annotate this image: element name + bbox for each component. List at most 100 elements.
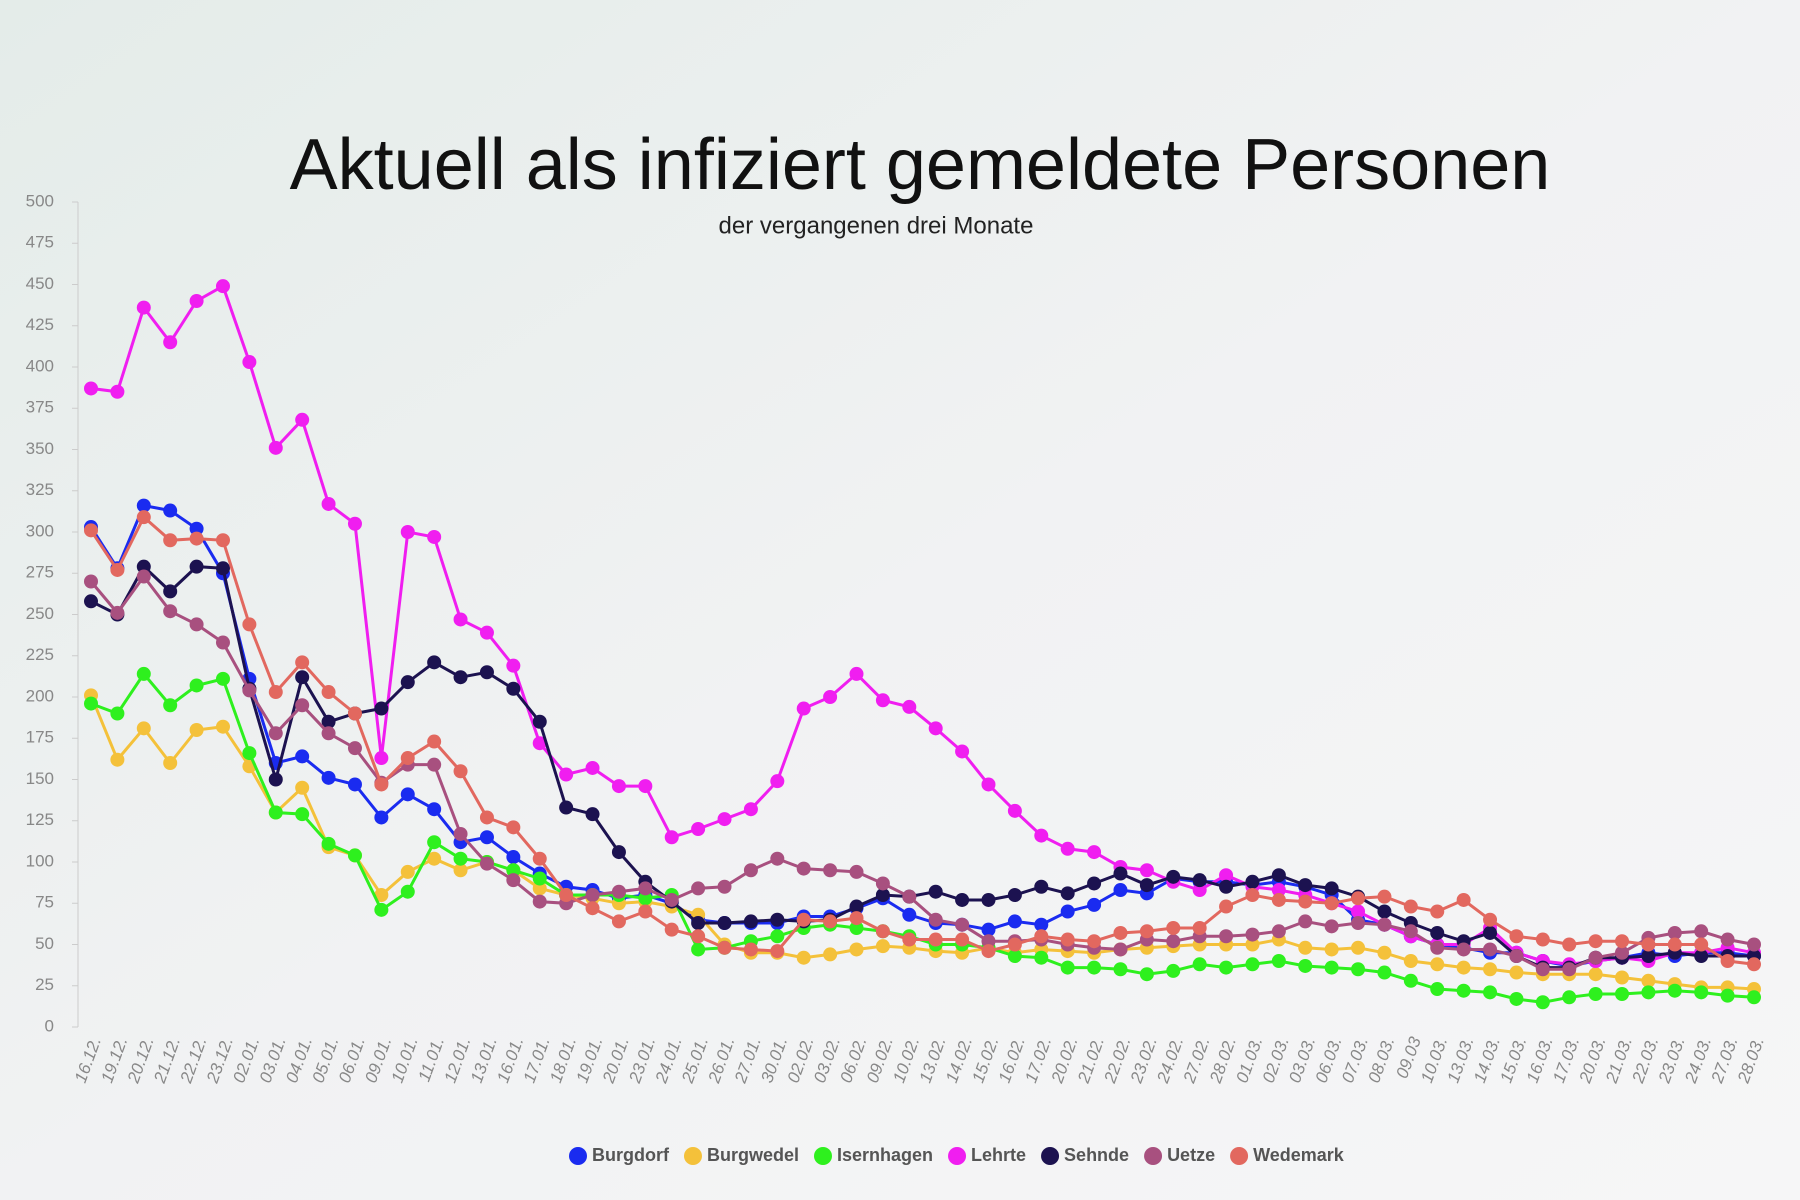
data-point: [1615, 934, 1630, 949]
data-point: [347, 706, 362, 721]
data-point: [1139, 878, 1154, 893]
data-point: [691, 929, 706, 944]
data-point: [875, 693, 890, 708]
data-point: [215, 279, 230, 294]
data-point: [163, 533, 178, 548]
y-tick-label: 375: [26, 398, 54, 417]
data-point: [559, 888, 574, 902]
data-point: [1192, 957, 1207, 972]
data-point: [1298, 878, 1313, 893]
data-point: [1245, 874, 1260, 889]
data-point: [506, 658, 521, 673]
data-point: [1219, 899, 1234, 914]
data-point: [532, 714, 547, 729]
data-point: [691, 942, 706, 957]
data-point: [1430, 925, 1445, 940]
data-point: [1509, 949, 1524, 964]
data-point: [1060, 904, 1075, 919]
data-point: [981, 944, 996, 959]
data-point: [1509, 929, 1524, 944]
data-point: [479, 856, 494, 871]
data-point: [1747, 957, 1761, 972]
data-point: [585, 807, 600, 822]
data-point: [1007, 914, 1022, 929]
data-point: [1271, 954, 1286, 968]
data-point: [1535, 995, 1550, 1010]
data-point: [1483, 912, 1498, 927]
data-point: [189, 531, 204, 546]
data-point: [321, 714, 336, 729]
data-point: [1535, 932, 1550, 947]
data-point: [189, 521, 204, 536]
data-point: [400, 675, 415, 690]
data-point: [532, 851, 547, 866]
data-point: [1509, 991, 1524, 1006]
data-point: [981, 934, 996, 949]
data-point: [374, 777, 389, 792]
y-tick-label: 0: [45, 1016, 54, 1035]
data-point: [1456, 960, 1471, 975]
legend-label: Uetze: [1167, 1145, 1215, 1165]
data-point: [136, 721, 151, 736]
data-point: [1720, 932, 1735, 947]
data-point: [347, 777, 362, 792]
data-point: [1271, 892, 1286, 907]
data-point: [453, 863, 468, 878]
data-point: [611, 884, 626, 899]
data-point: [84, 381, 98, 396]
data-point: [1720, 988, 1735, 1003]
data-point: [981, 892, 996, 907]
data-point: [1034, 879, 1049, 894]
y-tick-label: 400: [26, 356, 54, 375]
data-point: [453, 612, 468, 627]
y-tick-label: 350: [26, 439, 54, 458]
data-point: [321, 726, 336, 741]
data-point: [189, 294, 204, 308]
y-tick-label: 175: [26, 728, 54, 747]
legend-label: Isernhagen: [837, 1145, 933, 1165]
legend-label: Burgdorf: [592, 1145, 670, 1165]
data-point: [691, 916, 706, 931]
data-point: [1245, 888, 1260, 902]
data-point: [928, 912, 943, 927]
data-point: [136, 498, 151, 513]
data-point: [242, 355, 257, 370]
data-point: [1456, 983, 1471, 998]
data-point: [295, 807, 310, 822]
data-point: [717, 812, 732, 827]
data-point: [110, 706, 125, 721]
data-point: [1034, 950, 1049, 965]
data-point: [928, 884, 943, 899]
data-point: [1747, 990, 1761, 1005]
data-point: [506, 820, 521, 835]
data-point: [1166, 869, 1181, 884]
data-point: [1139, 863, 1154, 878]
y-tick-label: 475: [26, 233, 54, 252]
data-point: [1060, 960, 1075, 975]
data-point: [1641, 973, 1656, 988]
data-point: [1139, 967, 1154, 982]
data-point: [163, 584, 178, 599]
data-point: [479, 830, 494, 845]
y-tick-label: 425: [26, 315, 54, 334]
data-point: [1324, 942, 1339, 957]
data-point: [1034, 917, 1049, 932]
data-point: [849, 911, 864, 926]
data-point: [532, 871, 547, 886]
data-point: [1456, 892, 1471, 907]
data-point: [1245, 937, 1260, 952]
data-point: [955, 932, 970, 947]
data-point: [1219, 879, 1234, 894]
y-tick-label: 50: [35, 934, 54, 953]
data-point: [427, 835, 442, 850]
data-point: [1245, 927, 1260, 942]
data-point: [1219, 868, 1234, 883]
data-point: [1615, 987, 1630, 1001]
y-tick-label: 250: [26, 604, 54, 623]
data-point: [1588, 950, 1603, 965]
data-point: [1298, 914, 1313, 929]
data-point: [84, 523, 98, 538]
data-point: [136, 510, 151, 525]
